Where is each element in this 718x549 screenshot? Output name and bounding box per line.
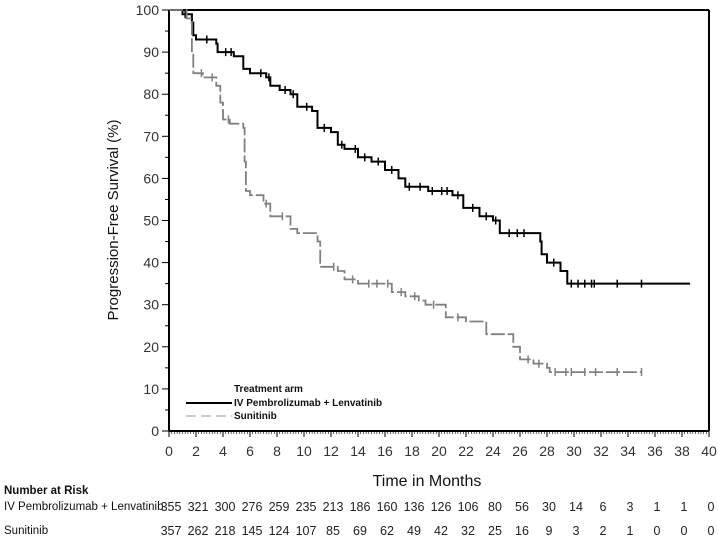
y-tick-label: 90 bbox=[143, 44, 159, 60]
x-tick-label: 38 bbox=[674, 443, 690, 459]
y-tick-label: 100 bbox=[136, 2, 160, 18]
risk-count: 62 bbox=[380, 524, 394, 538]
pembro-lenvatinib-curve bbox=[169, 9, 691, 285]
risk-count: 30 bbox=[542, 500, 556, 514]
y-axis: 0 10 20 30 40 50 60 70 80 90 100 bbox=[136, 2, 169, 439]
risk-count: 2 bbox=[599, 524, 607, 538]
x-tick-label: 2 bbox=[192, 443, 200, 459]
risk-count: 1 bbox=[653, 500, 661, 514]
risk-count: 49 bbox=[407, 524, 421, 538]
risk-count: 9 bbox=[545, 524, 553, 538]
y-axis-title: Progression-Free Survival (%) bbox=[105, 120, 122, 321]
risk-count: 0 bbox=[707, 524, 715, 538]
risk-count: 186 bbox=[349, 500, 371, 514]
legend: Treatment arm IV Pembrolizumab + Lenvati… bbox=[186, 384, 382, 422]
legend-entry-sunitinib: Sunitinib bbox=[234, 411, 277, 422]
risk-count: 69 bbox=[353, 524, 367, 538]
x-tick-label: 4 bbox=[219, 443, 227, 459]
y-tick-label: 60 bbox=[143, 170, 159, 186]
risk-count: 259 bbox=[268, 500, 290, 514]
risk-count: 136 bbox=[403, 500, 425, 514]
risk-count: 85 bbox=[326, 524, 340, 538]
risk-count: 276 bbox=[241, 500, 263, 514]
x-tick-label: 22 bbox=[458, 443, 474, 459]
risk-count: 145 bbox=[241, 524, 263, 538]
y-tick-label: 20 bbox=[143, 339, 159, 355]
risk-count: 107 bbox=[295, 524, 317, 538]
risk-count: 300 bbox=[214, 500, 236, 514]
risk-count: 126 bbox=[430, 500, 452, 514]
risk-count: 32 bbox=[461, 524, 475, 538]
y-tick-label: 70 bbox=[143, 128, 159, 144]
risk-count: 3 bbox=[572, 524, 580, 538]
legend-entry-pembro: IV Pembrolizumab + Lenvatinib bbox=[234, 398, 382, 409]
risk-count: 357 bbox=[160, 524, 182, 538]
risk-count: 6 bbox=[599, 500, 607, 514]
x-tick-label: 34 bbox=[620, 443, 636, 459]
risk-count: 1 bbox=[680, 500, 688, 514]
risk-count: 355 bbox=[160, 500, 182, 514]
risk-count: 0 bbox=[680, 524, 688, 538]
risk-count: 42 bbox=[434, 524, 448, 538]
risk-row-label-sunitinib: Sunitinib bbox=[4, 525, 49, 537]
x-tick-label: 36 bbox=[647, 443, 663, 459]
x-tick-label: 28 bbox=[539, 443, 555, 459]
y-tick-label: 40 bbox=[143, 255, 159, 271]
y-tick-label: 10 bbox=[143, 381, 159, 397]
risk-count: 0 bbox=[707, 500, 715, 514]
legend-title: Treatment arm bbox=[234, 384, 303, 395]
x-tick-label: 12 bbox=[323, 443, 339, 459]
risk-count: 56 bbox=[515, 500, 529, 514]
risk-count: 25 bbox=[488, 524, 502, 538]
risk-row-label-pembro: IV Pembrolizumab + Lenvatinib bbox=[4, 501, 164, 513]
risk-count: 1 bbox=[626, 524, 634, 538]
x-tick-label: 14 bbox=[350, 443, 366, 459]
y-tick-label: 50 bbox=[143, 213, 159, 229]
risk-count: 106 bbox=[457, 500, 479, 514]
x-axis-title: Time in Months bbox=[373, 473, 482, 490]
x-tick-label: 0 bbox=[165, 443, 173, 459]
x-tick-label: 20 bbox=[431, 443, 447, 459]
x-tick-label: 40 bbox=[701, 443, 717, 459]
x-tick-label: 18 bbox=[404, 443, 420, 459]
x-axis: 0 2 4 6 8 10 12 14 16 18 20 22 24 26 28 30 32 34 36 38 40 bbox=[165, 431, 717, 459]
risk-count: 124 bbox=[268, 524, 290, 538]
risk-count: 321 bbox=[187, 500, 209, 514]
x-tick-label: 8 bbox=[273, 443, 281, 459]
x-tick-label: 24 bbox=[485, 443, 501, 459]
x-tick-label: 10 bbox=[296, 443, 312, 459]
x-tick-label: 32 bbox=[593, 443, 609, 459]
risk-count: 262 bbox=[187, 524, 209, 538]
sunitinib-curve bbox=[169, 9, 642, 373]
survival-curves bbox=[169, 9, 691, 377]
x-tick-label: 30 bbox=[566, 443, 582, 459]
risk-count: 3 bbox=[626, 500, 634, 514]
x-tick-label: 6 bbox=[246, 443, 254, 459]
y-tick-label: 0 bbox=[151, 423, 159, 439]
risk-count: 0 bbox=[653, 524, 661, 538]
risk-table-title: Number at Risk bbox=[4, 485, 89, 497]
risk-count: 235 bbox=[295, 500, 317, 514]
risk-count: 160 bbox=[376, 500, 398, 514]
risk-count: 213 bbox=[322, 500, 344, 514]
y-tick-label: 80 bbox=[143, 86, 159, 102]
x-tick-label: 16 bbox=[377, 443, 393, 459]
y-tick-label: 30 bbox=[143, 297, 159, 313]
x-tick-label: 26 bbox=[512, 443, 528, 459]
risk-count: 218 bbox=[214, 524, 236, 538]
risk-count: 16 bbox=[515, 524, 529, 538]
risk-count: 80 bbox=[488, 500, 502, 514]
risk-count: 14 bbox=[569, 500, 583, 514]
